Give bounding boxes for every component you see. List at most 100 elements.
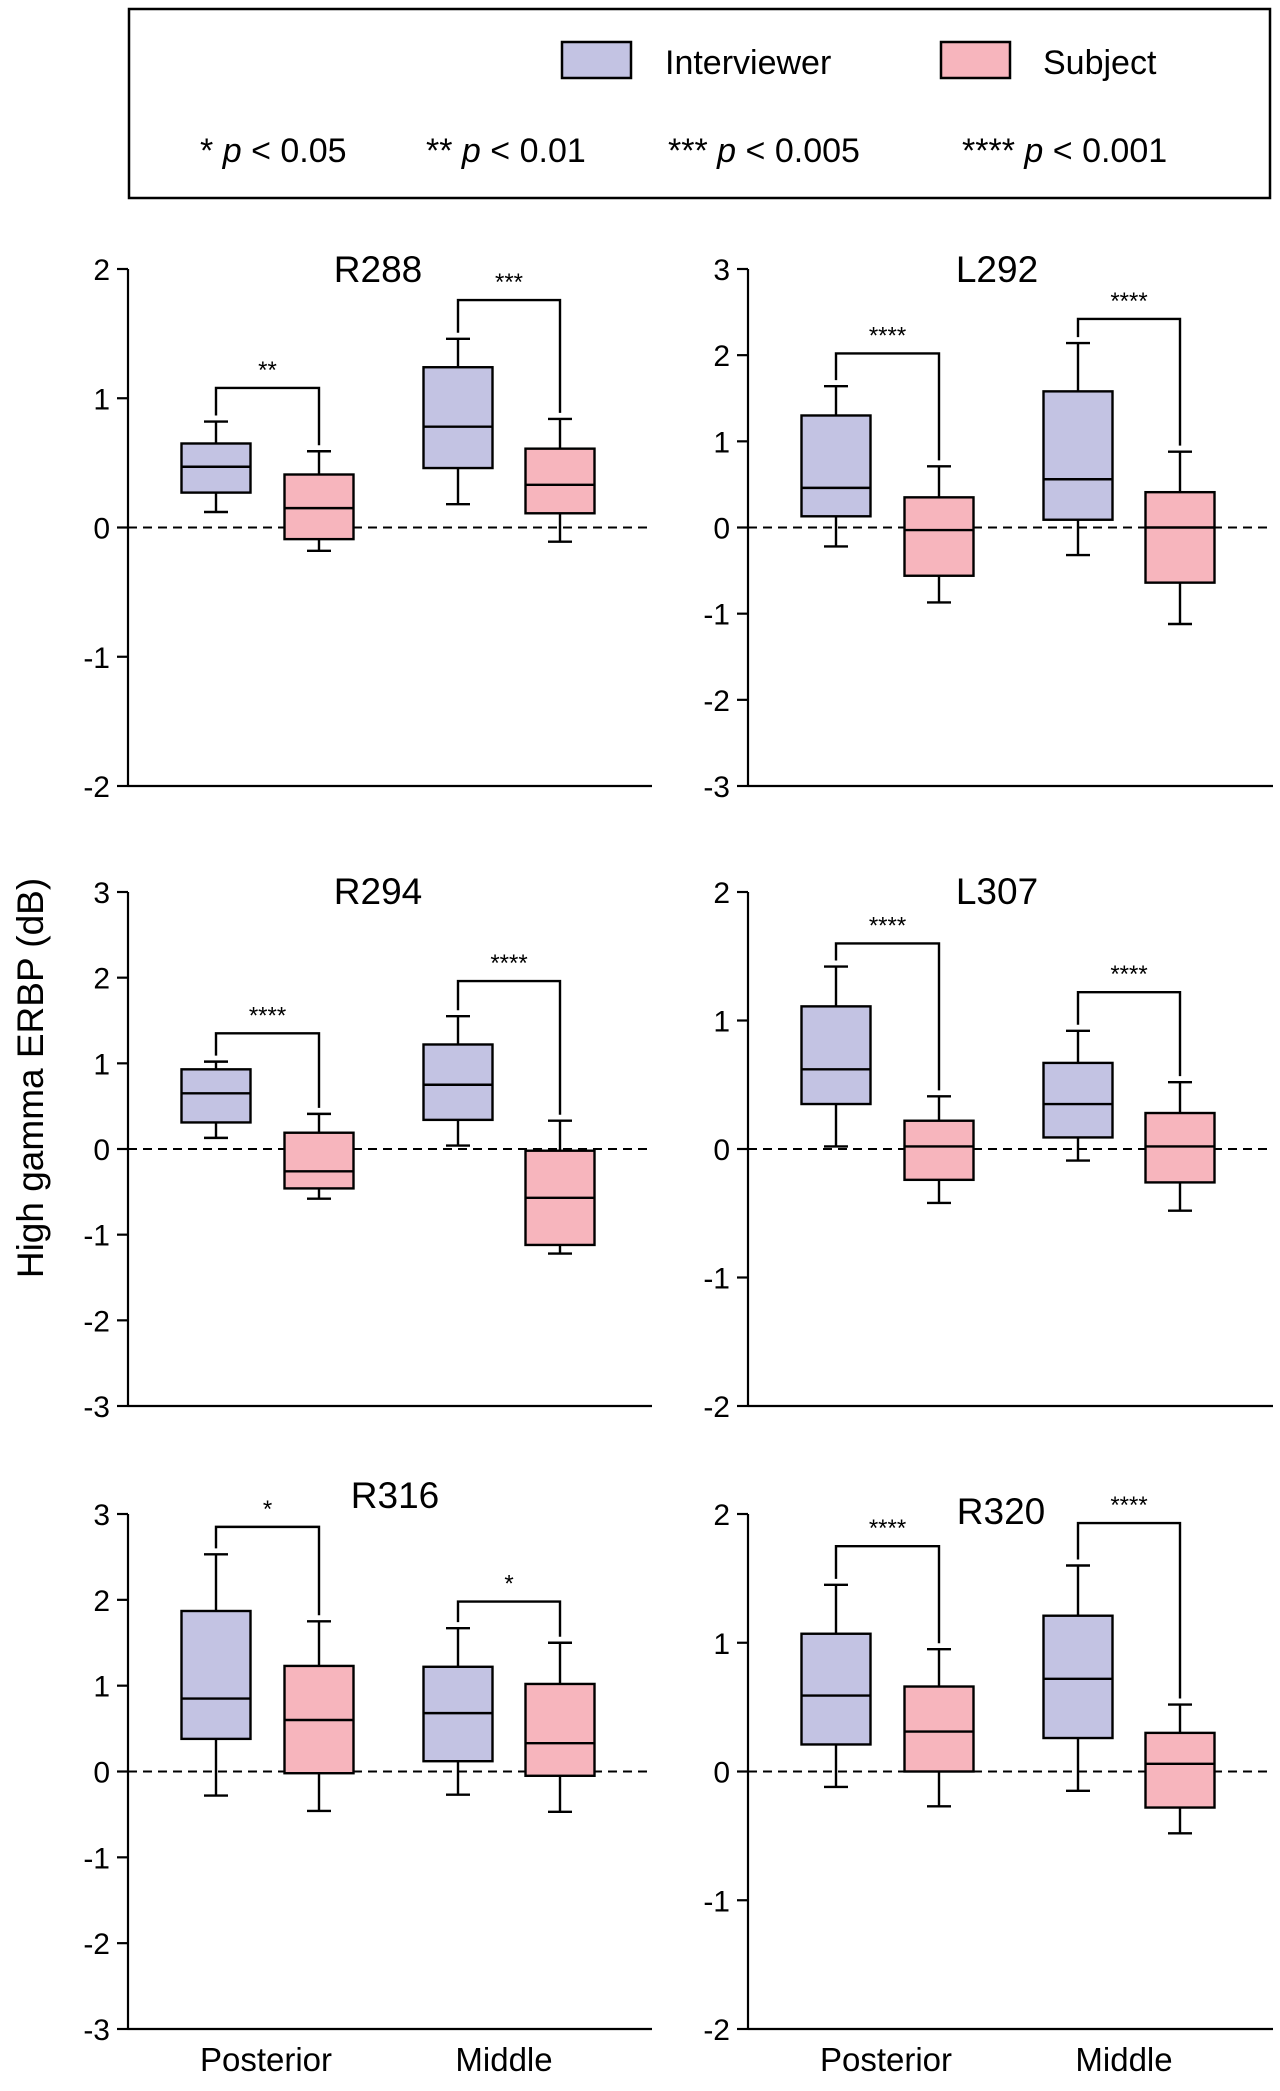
y-tick-label: -1 bbox=[83, 1220, 110, 1253]
sig-key-4-stars: **** bbox=[962, 132, 1015, 170]
y-tick-label: 1 bbox=[93, 1048, 110, 1081]
sig-key-3: *** p < 0.005 bbox=[668, 132, 860, 170]
iqr-box bbox=[903, 496, 975, 577]
box-subject-middle bbox=[1144, 1703, 1216, 1835]
box-subject-posterior bbox=[903, 465, 975, 604]
bracket-line bbox=[834, 1544, 941, 1644]
sig-key-2-p: p bbox=[461, 132, 481, 170]
sig-key-4: **** p < 0.001 bbox=[962, 132, 1167, 170]
significance-bracket: * bbox=[456, 1571, 562, 1637]
y-tick-label: 1 bbox=[93, 1671, 110, 1704]
significance-stars: **** bbox=[490, 950, 527, 977]
panel-title: R320 bbox=[957, 1491, 1045, 1532]
significance-stars: **** bbox=[869, 322, 906, 349]
panel-title: L292 bbox=[956, 249, 1038, 290]
bracket-line bbox=[214, 1032, 321, 1108]
box-subject-posterior bbox=[903, 1095, 975, 1205]
bracket-line bbox=[834, 352, 941, 461]
iqr-box bbox=[800, 414, 872, 518]
legend-swatch-interviewer bbox=[560, 40, 633, 80]
panel-title: R294 bbox=[334, 871, 422, 912]
box-interviewer-posterior bbox=[180, 1060, 252, 1140]
iqr-box bbox=[1042, 1614, 1114, 1740]
box-subject-posterior bbox=[283, 1112, 355, 1200]
significance-stars: **** bbox=[869, 1515, 906, 1542]
y-tick-label: -2 bbox=[83, 1928, 110, 1961]
x-category-label: Middle bbox=[1075, 2041, 1172, 2078]
box-interviewer-middle bbox=[1042, 1029, 1114, 1162]
y-tick-label: 0 bbox=[93, 1134, 110, 1167]
significance-bracket: **** bbox=[1076, 288, 1182, 446]
significance-stars: **** bbox=[1110, 288, 1147, 315]
box-subject-middle bbox=[524, 417, 596, 543]
legend-swatch-subject bbox=[939, 40, 1012, 80]
significance-bracket: **** bbox=[1076, 1492, 1182, 1699]
sig-key-1: * p < 0.05 bbox=[200, 132, 347, 170]
iqr-box bbox=[422, 1043, 494, 1122]
bracket-line bbox=[834, 942, 941, 1091]
y-tick-label: -1 bbox=[83, 1842, 110, 1875]
box-interviewer-posterior bbox=[800, 1583, 872, 1789]
iqr-box bbox=[283, 1131, 355, 1190]
bracket-line bbox=[456, 298, 562, 413]
panel-r294: 3 2 1 0 -1 -2 -3 R294 **** **** bbox=[83, 871, 652, 1424]
y-tick-label: -2 bbox=[703, 685, 730, 718]
significance-stars: * bbox=[263, 1496, 272, 1523]
box-subject-posterior bbox=[283, 450, 355, 552]
iqr-box bbox=[283, 473, 355, 541]
y-tick-label: -3 bbox=[703, 771, 730, 804]
bracket-line bbox=[1076, 317, 1182, 446]
significance-stars: *** bbox=[495, 269, 523, 296]
y-tick-label: -2 bbox=[703, 2014, 730, 2047]
y-tick-label: 2 bbox=[713, 877, 730, 910]
y-tick-label: -3 bbox=[83, 2014, 110, 2047]
y-tick-label: -1 bbox=[703, 1885, 730, 1918]
sig-key-1-rel: < 0.05 bbox=[251, 132, 346, 170]
box-interviewer-posterior bbox=[180, 1553, 252, 1797]
iqr-box bbox=[1042, 390, 1114, 521]
sig-key-4-rel: < 0.001 bbox=[1053, 132, 1167, 170]
significance-stars: **** bbox=[1110, 1492, 1147, 1519]
sig-key-1-stars: * bbox=[200, 132, 213, 170]
significance-bracket: * bbox=[214, 1496, 321, 1616]
iqr-box bbox=[180, 1609, 252, 1741]
iqr-box bbox=[800, 1632, 872, 1746]
legend-label-subject: Subject bbox=[1043, 44, 1157, 82]
box-subject-middle bbox=[524, 1119, 596, 1255]
panel-r316: 3 2 1 0 -1 -2 -3 R316 * * Posterior Middle bbox=[83, 1475, 652, 2078]
y-tick-label: 2 bbox=[93, 254, 110, 287]
y-tick-label: 0 bbox=[713, 1134, 730, 1167]
box-subject-middle bbox=[1144, 450, 1216, 626]
y-tick-label: -1 bbox=[83, 642, 110, 675]
y-tick-label: -1 bbox=[703, 1263, 730, 1296]
panel-l307: 2 1 0 -1 -2 L307 **** **** bbox=[703, 871, 1273, 1424]
significance-bracket: **** bbox=[834, 1515, 941, 1644]
iqr-box bbox=[422, 366, 494, 470]
y-tick-label: 3 bbox=[93, 1499, 110, 1532]
y-tick-label: 2 bbox=[713, 1499, 730, 1532]
y-tick-label: -2 bbox=[83, 1305, 110, 1338]
iqr-box bbox=[903, 1119, 975, 1182]
significance-stars: * bbox=[504, 1571, 513, 1598]
y-tick-label: 0 bbox=[713, 1757, 730, 1790]
panel-r320: 2 1 0 -1 -2 R320 **** **** Posterior Middle bbox=[703, 1491, 1273, 2078]
y-axis-label: High gamma ERBP (dB) bbox=[10, 878, 51, 1278]
bracket-line bbox=[456, 1600, 562, 1637]
significance-bracket: *** bbox=[456, 269, 562, 413]
x-category-label: Posterior bbox=[200, 2041, 332, 2078]
box-subject-middle bbox=[524, 1641, 596, 1814]
y-tick-label: 0 bbox=[93, 1757, 110, 1790]
y-tick-label: -3 bbox=[83, 1391, 110, 1424]
box-subject-posterior bbox=[283, 1620, 355, 1813]
y-tick-label: -2 bbox=[703, 1391, 730, 1424]
box-interviewer-middle bbox=[1042, 1564, 1114, 1793]
panel-title: L307 bbox=[956, 871, 1038, 912]
legend-label-interviewer: Interviewer bbox=[665, 44, 831, 82]
y-tick-label: 3 bbox=[713, 254, 730, 287]
iqr-box bbox=[524, 1682, 596, 1777]
significance-bracket: **** bbox=[214, 1002, 321, 1108]
sig-key-1-p: p bbox=[222, 132, 242, 170]
panel-l292: 3 2 1 0 -1 -2 -3 L292 **** **** bbox=[703, 249, 1273, 804]
